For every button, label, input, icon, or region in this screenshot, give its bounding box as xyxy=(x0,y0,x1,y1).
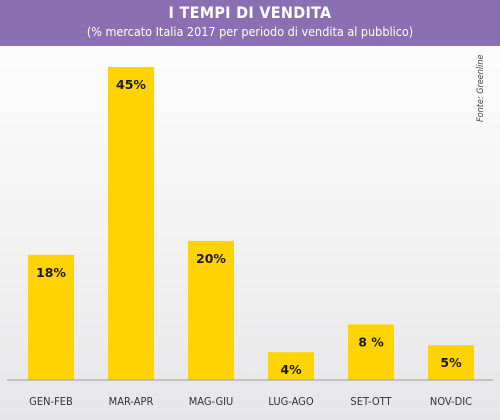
chart-title: I TEMPI DI VENDITA xyxy=(168,3,332,22)
x-tick-label-lug-ago: LUG-AGO xyxy=(268,395,313,408)
bar-mag-giu xyxy=(188,240,234,380)
chart-subtitle: (% mercato Italia 2017 per periodo di ve… xyxy=(86,24,414,39)
x-tick-label-mar-apr: MAR-APR xyxy=(109,395,154,408)
bar-nov-dic xyxy=(428,345,474,380)
x-tick-label-nov-dic: NOV-DIC xyxy=(430,395,472,408)
bar-set-ott xyxy=(348,324,394,380)
data-label-set-ott: 8 % xyxy=(358,334,384,349)
bar-gen-feb xyxy=(28,254,74,380)
bar-mar-apr xyxy=(108,67,154,380)
x-tick-label-gen-feb: GEN-FEB xyxy=(29,395,73,408)
data-label-nov-dic: 5% xyxy=(440,355,462,370)
data-label-gen-feb: 18% xyxy=(36,265,66,280)
data-label-mar-apr: 45% xyxy=(116,77,146,92)
bar-lug-ago xyxy=(268,352,314,380)
x-tick-label-mag-giu: MAG-GIU xyxy=(189,395,234,408)
x-tick-label-set-ott: SET-OTT xyxy=(350,395,392,408)
data-label-mag-giu: 20% xyxy=(196,251,226,266)
chart-header: I TEMPI DI VENDITA (% mercato Italia 201… xyxy=(0,0,500,46)
data-label-lug-ago: 4% xyxy=(280,362,302,377)
